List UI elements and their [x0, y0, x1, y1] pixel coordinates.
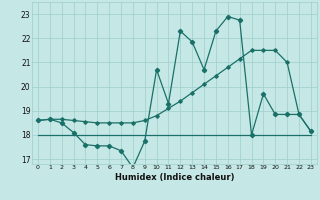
X-axis label: Humidex (Indice chaleur): Humidex (Indice chaleur)	[115, 173, 234, 182]
